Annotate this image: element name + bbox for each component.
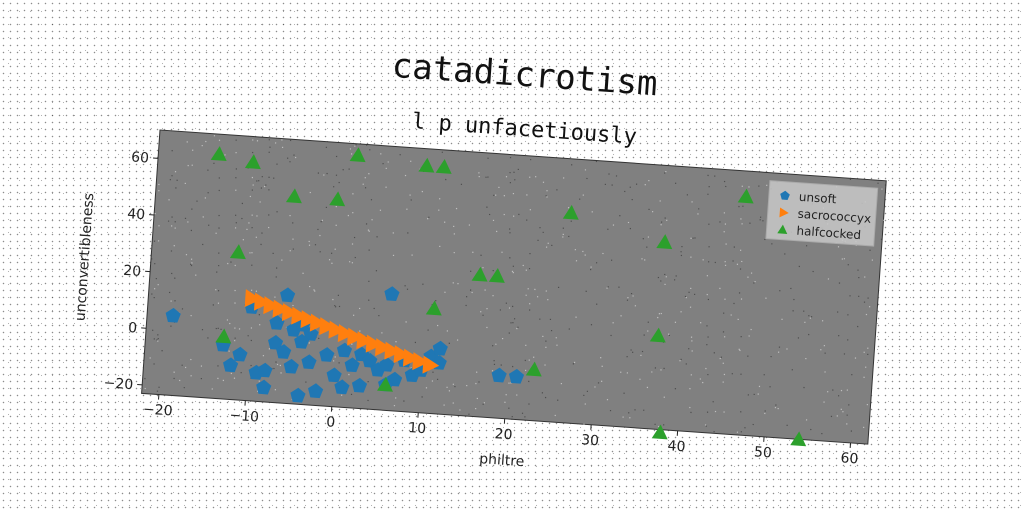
data-point-halfcocked [329, 191, 346, 207]
data-point-sacrococcyx [263, 296, 281, 315]
y-tick-label: −20 [103, 375, 134, 393]
data-point-halfcocked [790, 431, 807, 447]
data-point-unsoft [362, 352, 378, 368]
data-point-unsoft [344, 357, 360, 373]
legend-label-sacrococcyx: sacrococcyx [797, 207, 871, 226]
data-point-halfcocked [349, 147, 366, 163]
data-point-unsoft [165, 307, 181, 323]
data-point-halfcocked [651, 424, 668, 440]
data-point-unsoft [283, 358, 299, 374]
data-point-unsoft [223, 357, 239, 373]
data-point-sacrococcyx [393, 345, 411, 364]
data-point-halfcocked [215, 328, 232, 344]
data-point-unsoft [256, 379, 272, 395]
data-point-unsoft [319, 347, 335, 362]
data-point-unsoft [280, 287, 296, 303]
chart-plot-group: −20 −10 0 10 20 30 40 50 60 −20 0 20 40 60 unsoftsacr… [72, 129, 887, 470]
data-point-unsoft [232, 346, 248, 362]
data-point-sacrococcyx [300, 310, 318, 329]
data-point-unsoft [336, 342, 353, 358]
data-point-sacrococcyx [253, 292, 271, 311]
data-point-sacrococcyx [375, 338, 392, 357]
data-point-unsoft [379, 357, 395, 372]
data-point-sacrococcyx [244, 289, 262, 308]
legend-label-unsoft: unsoft [798, 190, 837, 207]
data-point-unsoft [290, 387, 306, 403]
data-point-unsoft [269, 315, 285, 330]
data-point-halfcocked [737, 188, 754, 204]
data-point-sacrococcyx [291, 306, 308, 325]
data-point-sacrococcyx [347, 327, 364, 346]
data-point-halfcocked [377, 376, 393, 392]
legend-marker-halfcocked [777, 224, 788, 235]
y-axis-label: unconvertibleness [72, 192, 97, 321]
data-point-unsoft [491, 367, 507, 383]
y-tick-label: 40 [127, 206, 146, 223]
data-point-halfcocked [488, 267, 505, 283]
data-point-unsoft [268, 334, 284, 350]
x-tick-label: 0 [326, 414, 336, 431]
data-point-halfcocked [229, 244, 246, 260]
x-tick-label: −10 [229, 408, 260, 426]
legend-box [765, 180, 879, 247]
data-point-sacrococcyx [309, 313, 327, 332]
plot-area [141, 129, 887, 445]
data-point-halfcocked [562, 204, 579, 220]
data-point-halfcocked [435, 158, 452, 174]
data-point-unsoft [384, 286, 400, 301]
x-tick-label: 60 [840, 450, 859, 467]
data-point-halfcocked [649, 327, 666, 343]
x-tick-label: 10 [408, 420, 427, 437]
x-tick-label: −20 [142, 402, 173, 420]
data-point-unsoft [351, 377, 368, 393]
data-point-sacrococcyx [412, 352, 430, 371]
legend-marker-unsoft [780, 190, 790, 200]
data-point-halfcocked [418, 157, 435, 173]
x-tick-label: 50 [753, 444, 772, 461]
y-tick-label: 60 [131, 149, 150, 166]
data-point-halfcocked [285, 188, 302, 204]
chart-marks [165, 146, 807, 447]
data-point-sacrococcyx [356, 331, 374, 350]
axis-ticks: −20 −10 0 10 20 30 40 50 60 −20 0 20 40 60 [103, 149, 859, 467]
data-point-unsoft [432, 340, 448, 356]
data-point-sacrococcyx [337, 324, 355, 343]
legend-label-halfcocked: halfcocked [796, 224, 861, 242]
data-point-unsoft [276, 344, 292, 359]
chart-subtitle: l p unfacetiously [411, 109, 637, 150]
data-point-sacrococcyx [365, 334, 383, 353]
x-axis-label: philtre [479, 451, 525, 470]
data-point-sacrococcyx [328, 320, 346, 339]
data-point-halfcocked [471, 266, 488, 282]
x-tick-label: 30 [581, 432, 600, 449]
data-point-sacrococcyx [272, 299, 290, 318]
data-point-unsoft [308, 383, 324, 399]
data-point-halfcocked [244, 154, 261, 170]
data-point-unsoft [301, 354, 317, 370]
legend-marker-sacrococcyx [779, 207, 789, 218]
y-tick-label: 0 [128, 320, 138, 337]
data-point-sacrococcyx [402, 348, 420, 367]
data-point-halfcocked [210, 146, 227, 161]
data-point-halfcocked [525, 361, 542, 377]
x-tick-label: 40 [667, 438, 686, 455]
data-point-unsoft [326, 367, 342, 383]
y-tick-label: 20 [123, 263, 142, 280]
data-point-unsoft [257, 362, 273, 378]
data-point-halfcocked [425, 300, 442, 316]
data-point-unsoft [508, 368, 525, 384]
data-point-unsoft [294, 333, 310, 349]
x-tick-label: 20 [494, 426, 513, 443]
data-point-sacrococcyx [281, 303, 299, 322]
data-point-halfcocked [656, 234, 673, 250]
data-point-sacrococcyx [319, 317, 336, 336]
data-point-sacrococcyx [422, 355, 440, 374]
data-point-sacrococcyx [384, 341, 402, 360]
chart-title: catadicrotism [391, 46, 659, 104]
data-point-unsoft [303, 326, 319, 341]
data-point-unsoft [334, 379, 350, 395]
